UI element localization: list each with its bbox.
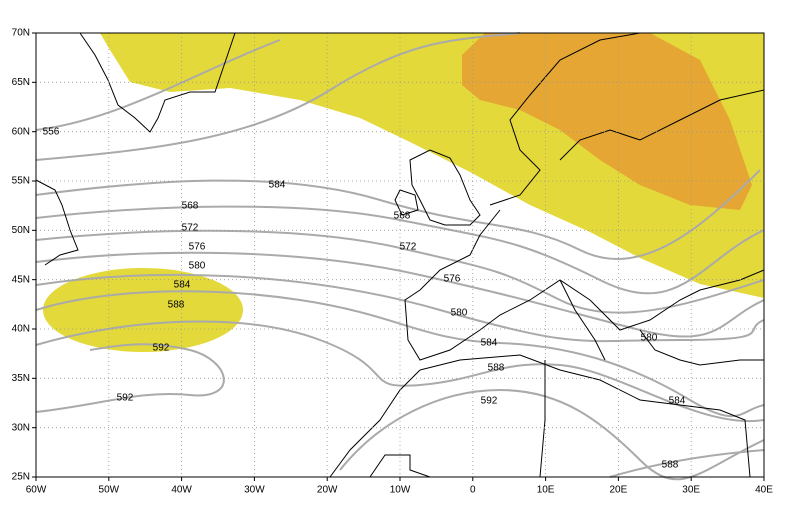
lat-label: 30N <box>12 422 30 433</box>
lat-label: 60N <box>12 126 30 137</box>
lat-label: 35N <box>12 373 30 384</box>
contour-label: 584 <box>481 338 498 349</box>
contour-label: 588 <box>662 460 679 471</box>
lon-label: 40W <box>171 485 192 496</box>
lat-label: 65N <box>12 77 30 88</box>
contour-label: 588 <box>488 363 505 374</box>
contour-label: 572 <box>182 223 199 234</box>
contour-label: 568 <box>394 211 411 222</box>
lon-label: 20W <box>317 485 338 496</box>
lon-label: 40E <box>755 485 773 496</box>
lat-label: 70N <box>12 28 30 39</box>
contour-label: 592 <box>117 393 134 404</box>
contour-label: 556 <box>43 127 60 138</box>
lon-label: 30E <box>682 485 700 496</box>
coastlines <box>35 32 765 478</box>
contour-label: 572 <box>400 242 417 253</box>
contour-label: 576 <box>189 242 206 253</box>
lon-label: 10E <box>537 485 555 496</box>
contour-label: 580 <box>641 333 658 344</box>
lon-label: 10W <box>390 485 411 496</box>
lat-label: 25N <box>12 472 30 483</box>
contour-label: 580 <box>451 308 468 319</box>
contour-label: 592 <box>481 396 498 407</box>
lat-label: 40N <box>12 324 30 335</box>
contour-label: 568 <box>182 201 199 212</box>
orange-region <box>462 33 752 210</box>
lat-label: 50N <box>12 225 30 236</box>
lon-label: 0 <box>470 485 476 496</box>
contour-label: 588 <box>168 300 185 311</box>
contour-label: 584 <box>269 180 286 191</box>
lon-label: 50W <box>99 485 120 496</box>
contour-label: 580 <box>189 261 206 272</box>
lon-label: 20E <box>610 485 628 496</box>
contour-label: 576 <box>444 274 461 285</box>
lon-label: 30W <box>244 485 265 496</box>
contour-label: 592 <box>153 343 170 354</box>
lon-label: 60W <box>26 485 47 496</box>
lat-label: 55N <box>12 176 30 187</box>
contour-label: 584 <box>669 396 686 407</box>
graticule <box>36 33 764 477</box>
lat-label: 45N <box>12 274 30 285</box>
contour-label: 584 <box>174 280 191 291</box>
